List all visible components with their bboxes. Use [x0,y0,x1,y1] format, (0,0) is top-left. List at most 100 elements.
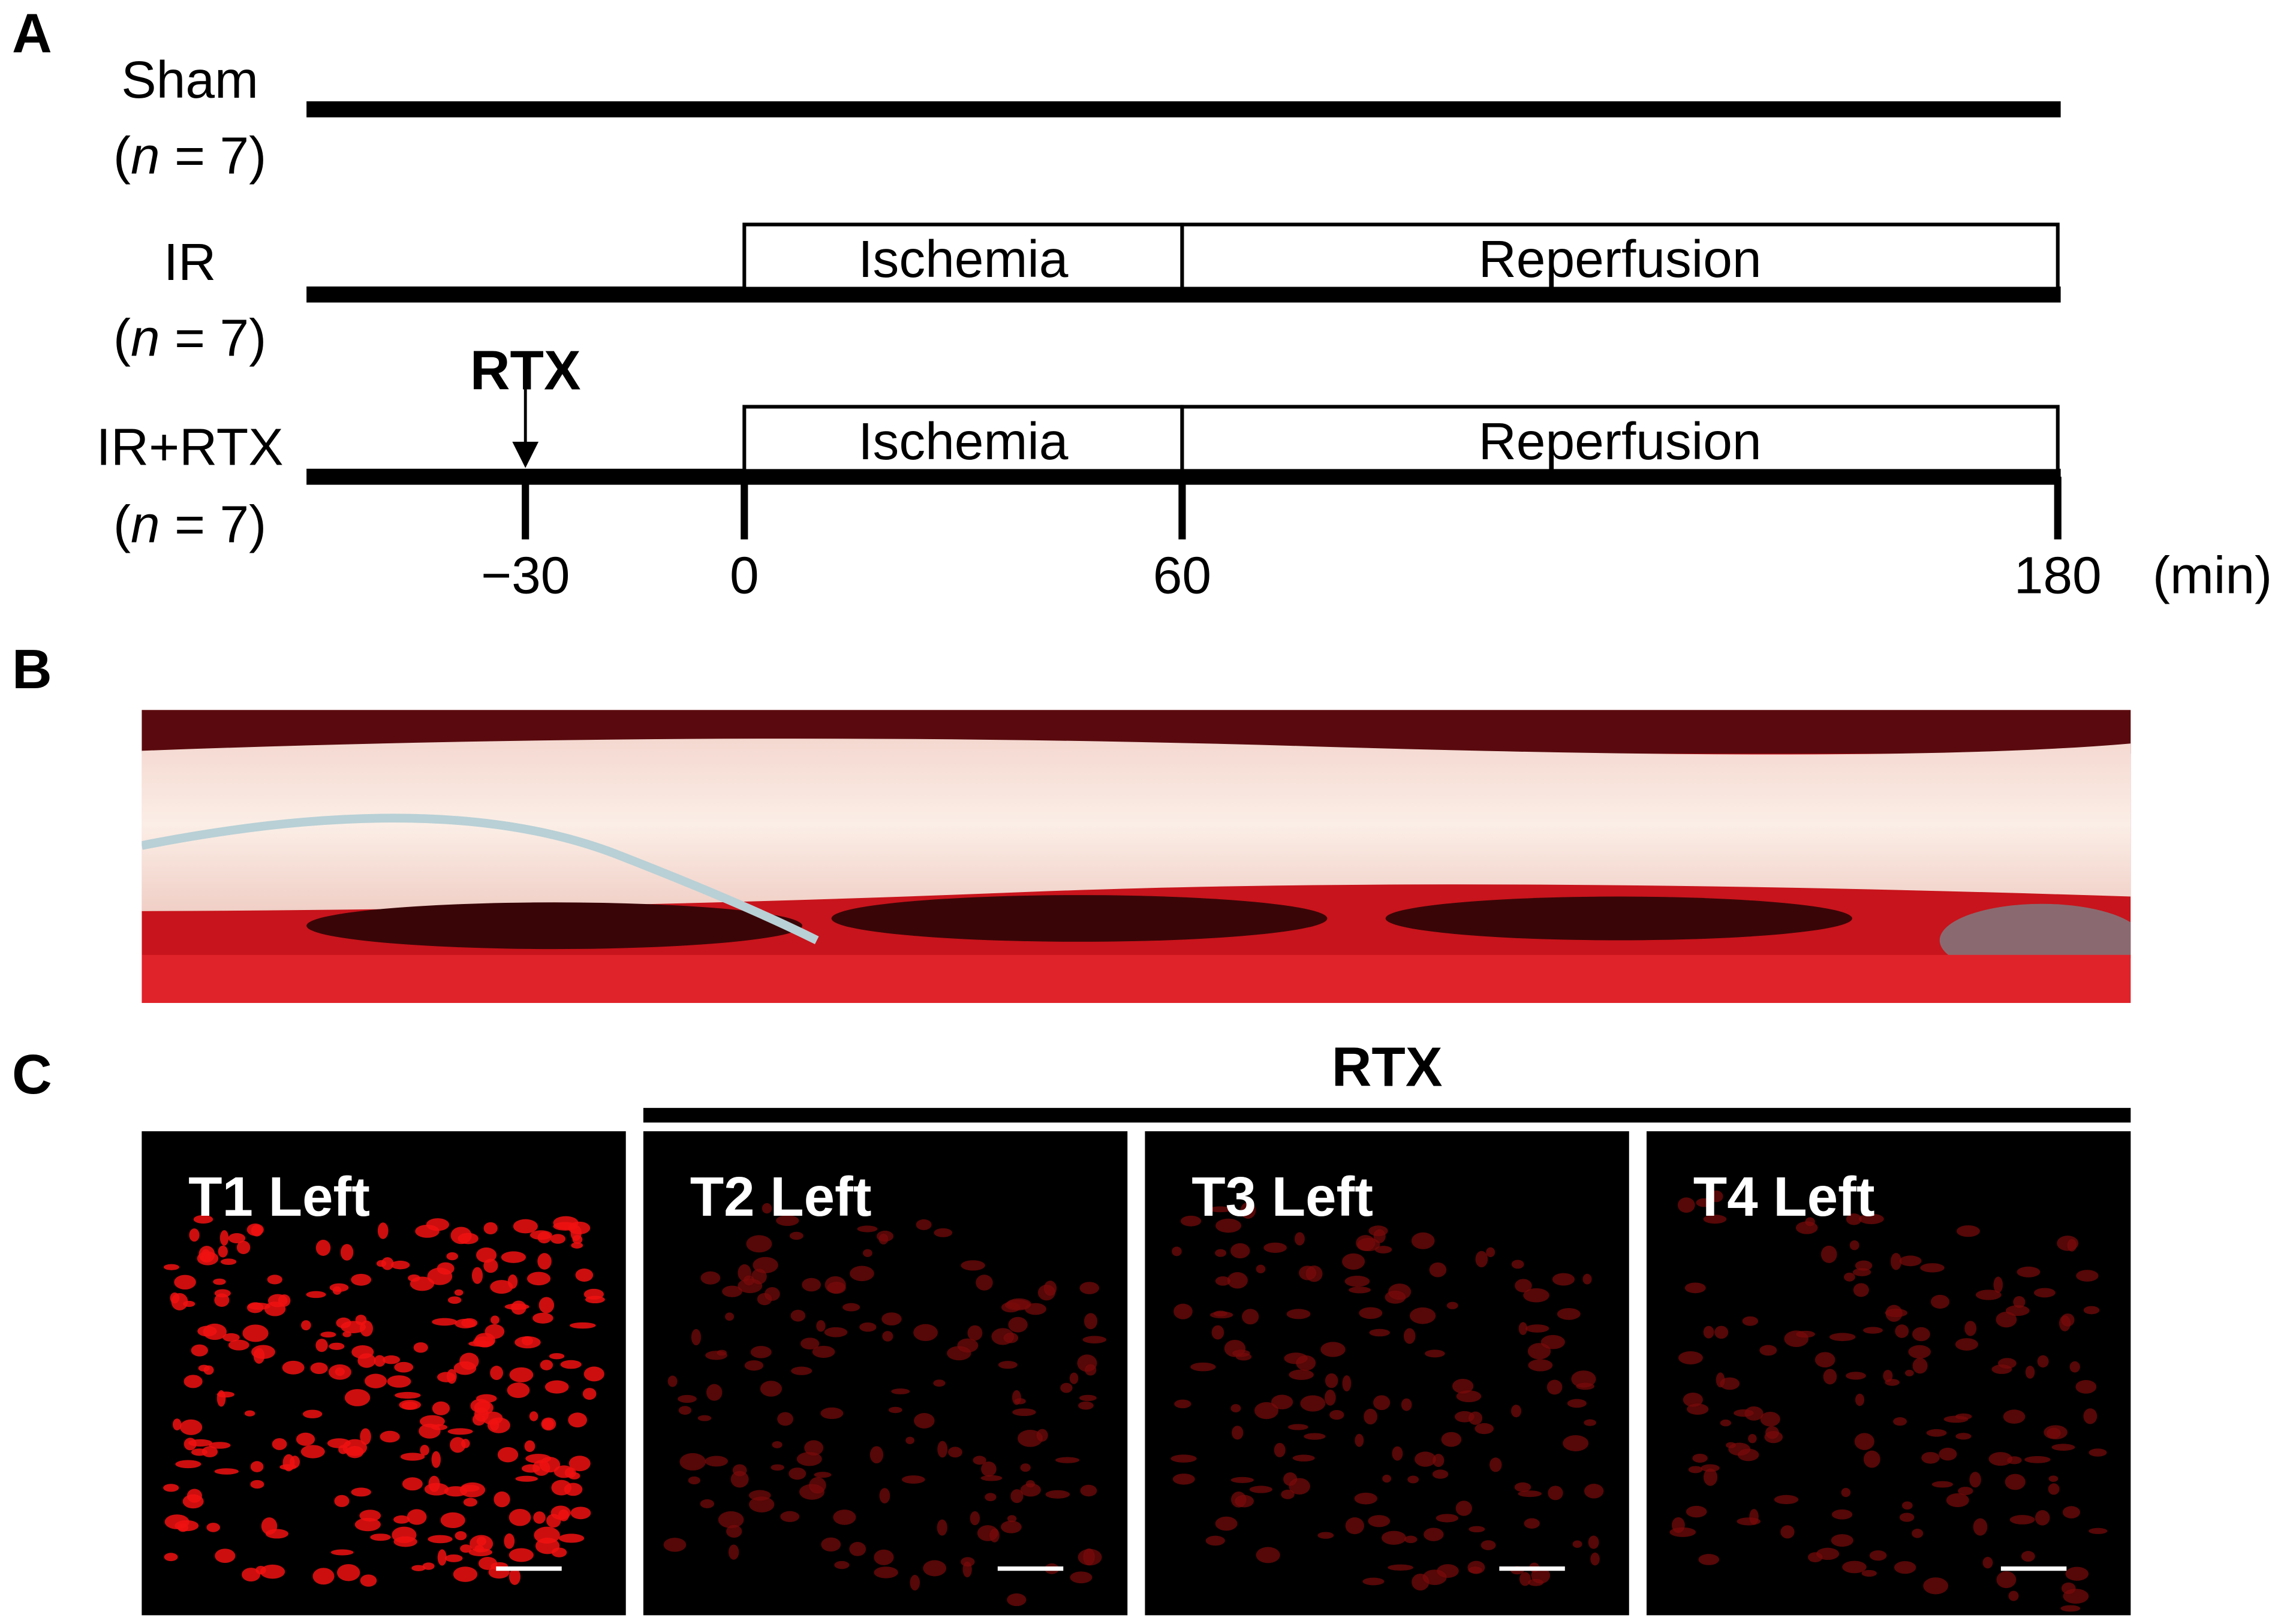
cell [1795,1221,1818,1234]
cell [1742,1316,1759,1326]
cell [1692,1453,1708,1463]
cell [164,1553,178,1562]
cell [334,1495,350,1507]
cell [1774,1495,1799,1505]
cell [1364,1408,1378,1425]
cell [1523,1288,1549,1303]
cell [1180,1215,1202,1227]
cell [1749,1509,1759,1525]
cell [705,1456,729,1467]
cell [1249,1486,1272,1493]
cell [1930,1294,1950,1309]
cell [529,1411,538,1421]
cell [315,1240,331,1256]
cell [392,1526,417,1544]
cell [301,1320,311,1331]
cell [490,1315,499,1325]
cell [1263,1242,1287,1253]
cell [246,1302,264,1313]
cell [440,1512,465,1529]
cell [738,1264,751,1282]
cell [878,1233,889,1245]
cell [508,1568,521,1585]
group-label: Sham [121,50,258,109]
cell [568,1456,591,1472]
photo-cavity [831,895,1328,942]
cell [1357,1237,1380,1252]
cell [1294,1232,1305,1246]
cell [718,1511,744,1529]
cell [1215,1249,1227,1257]
cell [796,1451,822,1466]
cell [1468,1566,1482,1574]
cell [377,1222,389,1239]
cell [415,1224,440,1238]
cell [1816,1547,1840,1560]
micrographs: T1 Left T2 Left T3 Left T4 Left [142,1131,2131,1616]
cell [329,1342,345,1350]
cell [1993,1276,2003,1293]
group-label: IR [164,233,216,291]
group-size: (n = 7) [113,308,266,367]
cell [678,1406,692,1415]
cell [330,1549,354,1556]
cell [413,1342,428,1353]
cell [193,1215,213,1224]
cell [327,1438,351,1448]
group-size-part: n [131,126,160,185]
cell [1518,1322,1528,1335]
cell [236,1240,251,1254]
cell [874,1566,898,1578]
cell [1895,1324,1909,1338]
cell [1441,1432,1462,1447]
cell [1369,1328,1391,1337]
catheter [142,813,819,945]
micrograph-background [643,1131,1128,1616]
cell [1572,1540,1582,1548]
cell [1854,1433,1874,1450]
cell [1883,1369,1893,1382]
cell [2021,1551,2035,1562]
cell [1256,1264,1266,1274]
tissue [1669,1190,2108,1612]
cell [1528,1359,1553,1372]
cell [2035,1510,2050,1526]
cell [1320,1342,1346,1357]
cell [2047,1427,2061,1439]
cell [1703,1215,1727,1224]
cell [1861,1569,1877,1577]
cell [526,1272,551,1286]
cell [399,1400,422,1410]
cell [1686,1505,1707,1518]
photo [142,710,2131,1004]
cell [197,1325,217,1337]
cell [351,1273,372,1286]
cell [1299,1266,1317,1280]
cell [1362,1577,1385,1586]
cell [888,1406,902,1414]
cell [493,1491,510,1508]
cell [497,1447,519,1463]
cell [2083,1408,2098,1424]
cell [1540,1334,1565,1349]
group-size-part: ( [113,126,131,185]
cell [1519,1572,1531,1586]
cell [521,1464,541,1473]
cell [214,1293,230,1307]
cell [2089,1527,2108,1534]
cell [420,1445,429,1456]
cell [255,1565,266,1575]
cell [2051,1444,2075,1451]
cell [272,1438,287,1450]
cell [463,1498,478,1507]
cell [1858,1213,1884,1224]
cell [850,1266,874,1282]
cell [706,1384,723,1401]
cell [1012,1390,1021,1405]
cell [1796,1330,1815,1338]
cell [849,1542,866,1556]
cell [1831,1534,1853,1547]
cell [1037,1285,1055,1301]
cell [470,1535,493,1553]
cell [981,1461,997,1477]
